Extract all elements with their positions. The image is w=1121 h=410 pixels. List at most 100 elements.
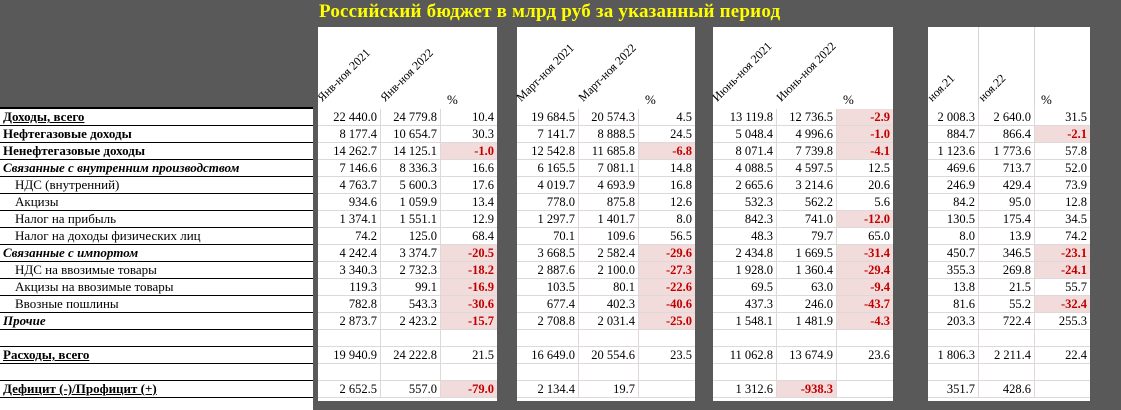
data-cell[interactable]: 65.0 xyxy=(837,228,893,245)
data-cell[interactable]: 8 071.4 xyxy=(713,143,777,160)
data-cell[interactable]: 12 736.5 xyxy=(777,109,837,126)
data-cell[interactable]: 63.0 xyxy=(777,279,837,296)
data-cell[interactable] xyxy=(381,330,441,347)
data-cell[interactable]: 68.4 xyxy=(441,228,497,245)
data-cell[interactable]: 79.7 xyxy=(777,228,837,245)
data-cell[interactable]: -23.1 xyxy=(1035,245,1090,262)
row-label[interactable]: Налог на доходы физических лиц xyxy=(0,228,313,245)
data-cell[interactable]: 4 996.6 xyxy=(777,126,837,143)
data-cell[interactable]: 14.8 xyxy=(639,160,695,177)
data-cell[interactable]: 562.2 xyxy=(777,194,837,211)
data-cell[interactable]: 351.7 xyxy=(928,381,979,398)
data-cell[interactable]: 12.6 xyxy=(639,194,695,211)
data-cell[interactable]: -43.7 xyxy=(837,296,893,313)
data-cell[interactable]: 3 374.7 xyxy=(381,245,441,262)
data-cell[interactable]: 175.4 xyxy=(979,211,1035,228)
data-cell[interactable]: 1 059.9 xyxy=(381,194,441,211)
data-cell[interactable]: 125.0 xyxy=(381,228,441,245)
column-header[interactable]: Янв-ноя 2021 xyxy=(314,27,381,109)
data-cell[interactable]: -25.0 xyxy=(639,313,695,330)
column-header[interactable]: Март-ноя 2022 xyxy=(575,27,639,109)
column-header[interactable]: % xyxy=(837,27,893,109)
data-cell[interactable]: 8 888.5 xyxy=(579,126,639,143)
data-cell[interactable]: 34.5 xyxy=(1035,211,1090,228)
data-cell[interactable]: -9.4 xyxy=(837,279,893,296)
data-cell[interactable]: 2 708.8 xyxy=(517,313,579,330)
data-cell[interactable]: 875.8 xyxy=(579,194,639,211)
data-cell[interactable]: 10.4 xyxy=(441,109,497,126)
data-cell[interactable]: -15.7 xyxy=(441,313,497,330)
data-cell[interactable] xyxy=(1035,381,1090,398)
data-cell[interactable]: 532.3 xyxy=(713,194,777,211)
data-cell[interactable]: 24 222.8 xyxy=(381,347,441,364)
data-cell[interactable]: 2 652.5 xyxy=(318,381,381,398)
data-cell[interactable]: 55.7 xyxy=(1035,279,1090,296)
row-label[interactable]: НДС на ввозимые товары xyxy=(0,262,313,279)
data-cell[interactable]: 8.0 xyxy=(928,228,979,245)
data-cell[interactable]: 19 684.5 xyxy=(517,109,579,126)
data-cell[interactable]: 5 048.4 xyxy=(713,126,777,143)
data-cell[interactable] xyxy=(381,364,441,381)
data-cell[interactable] xyxy=(1035,364,1090,381)
row-label-blank[interactable] xyxy=(0,364,313,381)
data-cell[interactable]: 269.8 xyxy=(979,262,1035,279)
data-cell[interactable]: 2 211.4 xyxy=(979,347,1035,364)
data-cell[interactable] xyxy=(979,364,1035,381)
data-cell[interactable]: 13 119.8 xyxy=(713,109,777,126)
data-cell[interactable] xyxy=(318,330,381,347)
data-cell[interactable]: 7 146.6 xyxy=(318,160,381,177)
data-cell[interactable] xyxy=(441,364,497,381)
column-header[interactable]: ноя.21 xyxy=(924,27,979,109)
data-cell[interactable]: 1 374.1 xyxy=(318,211,381,228)
row-label[interactable]: Нефтегазовые доходы xyxy=(0,126,313,143)
data-cell[interactable]: 12.5 xyxy=(837,160,893,177)
data-cell[interactable]: 103.5 xyxy=(517,279,579,296)
column-header[interactable]: % xyxy=(639,27,695,109)
data-cell[interactable]: 12.8 xyxy=(1035,194,1090,211)
data-cell[interactable]: 73.9 xyxy=(1035,177,1090,194)
data-cell[interactable]: 52.0 xyxy=(1035,160,1090,177)
row-label[interactable]: Ненефтегазовые доходы xyxy=(0,143,313,160)
data-cell[interactable]: 2 665.6 xyxy=(713,177,777,194)
row-label-blank[interactable] xyxy=(0,330,313,347)
data-cell[interactable]: 119.3 xyxy=(318,279,381,296)
data-cell[interactable]: 24.5 xyxy=(639,126,695,143)
data-cell[interactable]: -29.4 xyxy=(837,262,893,279)
row-label[interactable]: НДС (внутренний) xyxy=(0,177,313,194)
data-cell[interactable]: 22 440.0 xyxy=(318,109,381,126)
data-cell[interactable]: -6.8 xyxy=(639,143,695,160)
data-cell[interactable]: 7 141.7 xyxy=(517,126,579,143)
data-cell[interactable]: 4 242.4 xyxy=(318,245,381,262)
data-cell[interactable]: 2 134.4 xyxy=(517,381,579,398)
data-cell[interactable]: -30.6 xyxy=(441,296,497,313)
data-cell[interactable]: 30.3 xyxy=(441,126,497,143)
data-cell[interactable]: 1 360.4 xyxy=(777,262,837,279)
data-cell[interactable]: 429.4 xyxy=(979,177,1035,194)
data-cell[interactable]: 95.0 xyxy=(979,194,1035,211)
data-cell[interactable]: 20 554.6 xyxy=(579,347,639,364)
data-cell[interactable]: 22.4 xyxy=(1035,347,1090,364)
data-cell[interactable]: 70.1 xyxy=(517,228,579,245)
data-cell[interactable]: 741.0 xyxy=(777,211,837,228)
data-cell[interactable]: 866.4 xyxy=(979,126,1035,143)
data-cell[interactable] xyxy=(517,364,579,381)
data-cell[interactable]: 1 548.1 xyxy=(713,313,777,330)
data-cell[interactable]: 10 654.7 xyxy=(381,126,441,143)
data-cell[interactable]: 21.5 xyxy=(441,347,497,364)
data-cell[interactable]: 14 125.1 xyxy=(381,143,441,160)
data-cell[interactable]: 81.6 xyxy=(928,296,979,313)
data-cell[interactable]: 1 123.6 xyxy=(928,143,979,160)
data-cell[interactable]: 55.2 xyxy=(979,296,1035,313)
data-cell[interactable]: 450.7 xyxy=(928,245,979,262)
row-label[interactable]: Связанные с импортом xyxy=(0,245,313,262)
column-header[interactable]: Июнь-ноя 2021 xyxy=(709,27,777,109)
data-cell[interactable] xyxy=(441,330,497,347)
data-cell[interactable]: -31.4 xyxy=(837,245,893,262)
data-cell[interactable] xyxy=(713,330,777,347)
data-cell[interactable]: -22.6 xyxy=(639,279,695,296)
data-cell[interactable]: 4 693.9 xyxy=(579,177,639,194)
data-cell[interactable]: 2 640.0 xyxy=(979,109,1035,126)
data-cell[interactable]: 713.7 xyxy=(979,160,1035,177)
row-label[interactable]: Доходы, всего xyxy=(0,109,313,126)
data-cell[interactable]: 74.2 xyxy=(318,228,381,245)
